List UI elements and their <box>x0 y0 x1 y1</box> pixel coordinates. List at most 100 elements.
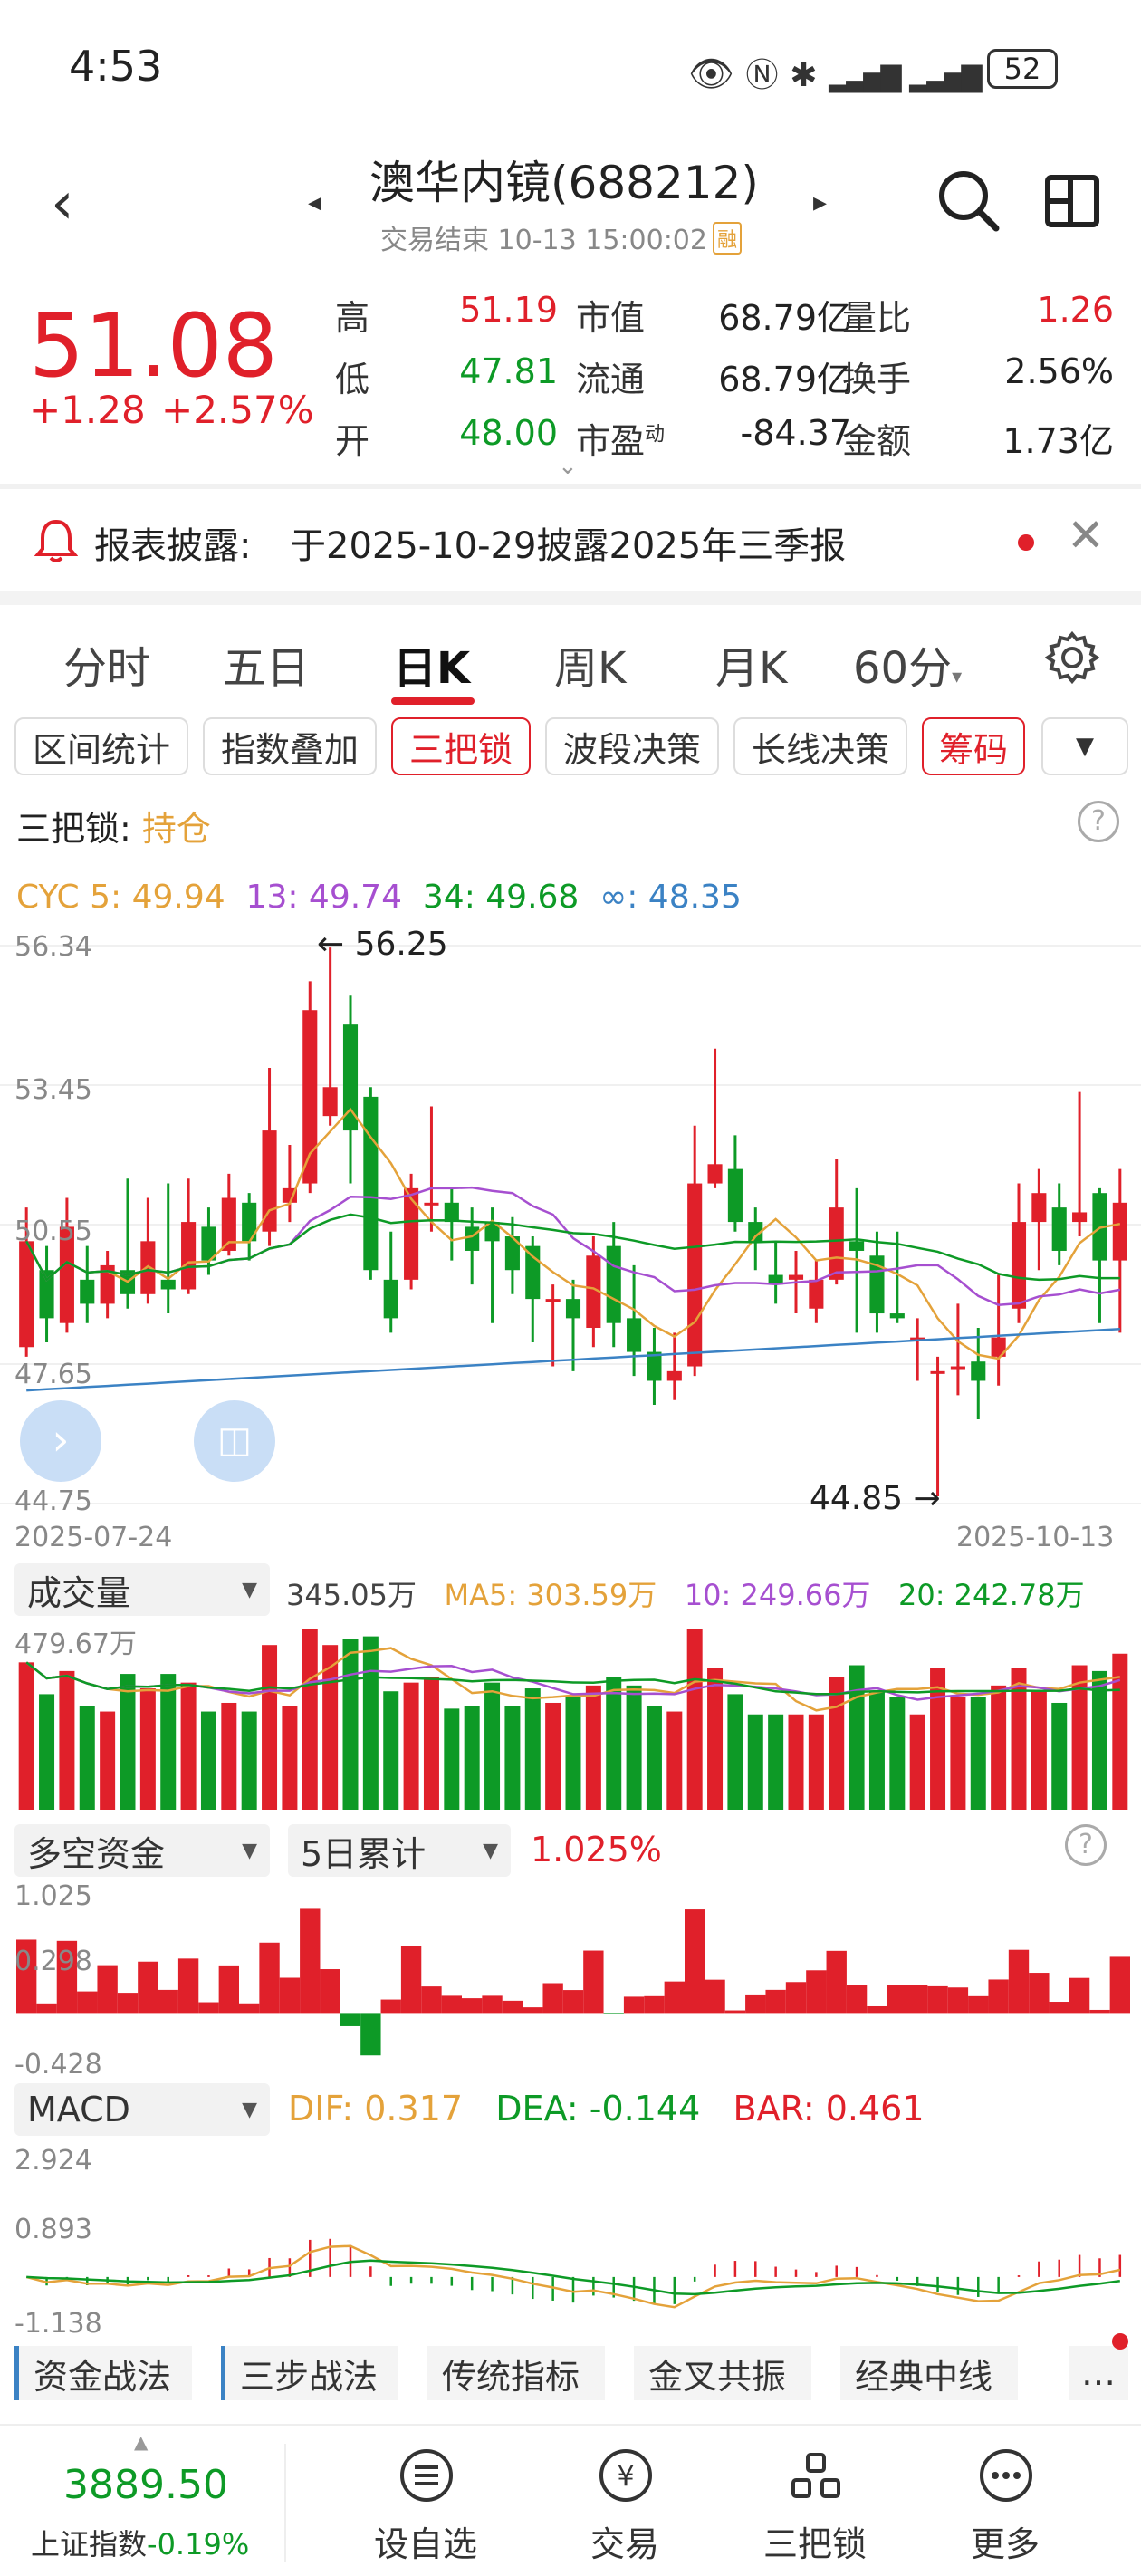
volume-bar <box>160 1674 177 1810</box>
prev-stock-icon[interactable]: ◂ <box>308 187 322 218</box>
search-icon[interactable] <box>936 168 1000 232</box>
low-label: 低 <box>335 360 370 399</box>
volume-bar <box>241 1711 257 1810</box>
fund-period-dropdown[interactable]: 5日累计 ▼ <box>288 1824 511 1877</box>
k-candle-body <box>504 1236 520 1271</box>
fund-bar <box>77 1991 98 2014</box>
status-time: 4:53 <box>69 42 163 91</box>
volume-bar <box>626 1685 642 1810</box>
fund-bar <box>340 2013 361 2026</box>
volume-bar <box>545 1702 561 1810</box>
btn-classic-midline[interactable]: 经典中线 <box>840 2346 1018 2400</box>
locks-icon <box>791 2453 840 2498</box>
chevron-down-icon: ▼ <box>483 1839 498 1862</box>
price-change: +1.28 <box>29 388 146 432</box>
chip-chips[interactable]: 筹码 <box>922 717 1025 775</box>
fund-bar <box>300 1908 321 2014</box>
k-candle-body <box>950 1366 965 1370</box>
close-icon[interactable]: ✕ <box>1067 509 1105 562</box>
chip-long-decision[interactable]: 长线决策 <box>734 717 907 775</box>
k-candle-body <box>1072 1212 1088 1223</box>
switch-layout-icon[interactable] <box>1043 168 1101 230</box>
tab-intraday[interactable]: 分时 <box>63 643 151 694</box>
chip-range-stats[interactable]: 区间统计 <box>14 717 188 775</box>
chip-band-decision[interactable]: 波段决策 <box>545 717 719 775</box>
nav-more[interactable]: 更多 <box>924 2426 1087 2576</box>
strategy-buttons: 资金战法 三步战法 传统指标 金叉共振 经典中线 … <box>0 2333 1141 2406</box>
k-candle-body <box>465 1226 480 1251</box>
volume-bar <box>200 1711 216 1810</box>
current-price: 51.08 <box>29 295 278 397</box>
volume-ma-line <box>25 1661 1120 1696</box>
chip-three-locks[interactable]: 三把锁 <box>391 717 531 775</box>
open-value: 48.00 <box>459 413 558 453</box>
volume-bar <box>139 1688 156 1810</box>
volume-bar <box>1091 1670 1107 1810</box>
help-icon[interactable]: ? <box>1078 801 1119 842</box>
fund-dropdown[interactable]: 多空资金 ▼ <box>14 1824 270 1877</box>
help-icon[interactable]: ? <box>1065 1824 1107 1866</box>
macd-chart[interactable]: 2.924 0.893 -1.138 <box>0 2139 1141 2340</box>
btn-traditional-indicator[interactable]: 传统指标 <box>427 2346 605 2400</box>
index-value[interactable]: 3889.50 <box>63 2462 228 2508</box>
fund-bar <box>218 1965 239 2014</box>
macd-bar: BAR: 0.461 <box>733 2089 925 2129</box>
k-ma-line <box>25 1213 1120 1282</box>
nav-three-locks-label: 三把锁 <box>762 2524 867 2564</box>
chevron-down-icon: ▼ <box>242 1578 257 1601</box>
notice-bar[interactable]: 报表披露: 于2025-10-29披露2025年三季报 ✕ <box>0 489 1141 591</box>
btn-three-step[interactable]: 三步战法 <box>221 2346 398 2400</box>
volume-bar <box>120 1674 136 1810</box>
svg-text:¥: ¥ <box>617 2461 634 2493</box>
fund-bar <box>441 1995 462 2014</box>
volume-bar <box>444 1708 460 1810</box>
fullscreen-icon[interactable]: ◫ <box>194 1400 275 1482</box>
chip-index-overlay[interactable]: 指数叠加 <box>203 717 377 775</box>
btn-fund-strategy[interactable]: 资金战法 <box>14 2346 192 2400</box>
divider <box>0 591 1141 605</box>
volume-bar <box>747 1714 763 1810</box>
fund-bar <box>542 1983 563 2014</box>
nav-trade[interactable]: ¥ 交易 <box>543 2426 706 2576</box>
volume-bar <box>930 1668 946 1810</box>
chips-more-dropdown-icon[interactable]: ▼ <box>1041 717 1128 775</box>
btn-golden-cross[interactable]: 金叉共振 <box>634 2346 811 2400</box>
next-stock-icon[interactable]: ▸ <box>813 187 828 218</box>
volume-bar <box>849 1665 865 1810</box>
nav-three-locks[interactable]: 三把锁 <box>734 2426 896 2576</box>
settings-gear-icon[interactable] <box>1045 630 1099 685</box>
volume-bar <box>727 1694 743 1810</box>
volume-bar <box>362 1636 379 1810</box>
more-buttons-icon[interactable]: … <box>1069 2346 1128 2400</box>
volume-legend: 345.05万 MA5: 303.59万 10: 249.66万 20: 242… <box>286 1572 1085 1614</box>
macd-dropdown[interactable]: MACD ▼ <box>14 2083 270 2136</box>
k-candle-body <box>525 1245 541 1300</box>
scroll-right-icon[interactable]: › <box>20 1400 101 1482</box>
nav-watchlist[interactable]: 设自选 <box>344 2426 507 2576</box>
float-cap-label: 流通 <box>576 360 646 399</box>
volume-total: 345.05万 <box>286 1578 417 1612</box>
expand-up-icon[interactable]: ▲ <box>134 2431 149 2453</box>
tab-five-day[interactable]: 五日 <box>223 643 311 694</box>
back-icon[interactable]: ‹ <box>51 170 74 237</box>
k-candle-body <box>342 1024 359 1131</box>
fund-bar <box>826 1950 847 2014</box>
eye-icon: 👁 <box>688 53 734 95</box>
lock-label: 三把锁: <box>16 809 131 849</box>
chevron-down-icon: ▼ <box>242 2098 257 2121</box>
tab-monthly-k[interactable]: 月K <box>715 643 788 694</box>
fund-chart[interactable]: 1.025 0.298 -0.428 <box>0 1880 1141 2081</box>
fund-bar <box>360 2013 381 2056</box>
volume-bar <box>221 1702 237 1810</box>
volume-bar <box>100 1711 116 1810</box>
volume-dropdown[interactable]: 成交量 ▼ <box>14 1563 270 1616</box>
volume-chart[interactable]: 479.67万 <box>0 1618 1141 1817</box>
expand-chevron-icon[interactable]: ⌄ <box>558 453 578 480</box>
k-chart[interactable]: 56.34 53.45 50.55 47.65 44.75 ← 56.25 44… <box>0 926 1141 1517</box>
tab-daily-k[interactable]: 日K <box>393 643 471 694</box>
index-info[interactable]: 上证指数-0.19% <box>31 2522 249 2563</box>
tab-weekly-k[interactable]: 周K <box>554 643 627 694</box>
volume-bar <box>18 1662 34 1810</box>
tab-60min[interactable]: 60分▾ <box>853 632 962 696</box>
bottom-nav: ▲ 3889.50 上证指数-0.19% 设自选 ¥ 交易 三把锁 更多 <box>0 2424 1141 2576</box>
